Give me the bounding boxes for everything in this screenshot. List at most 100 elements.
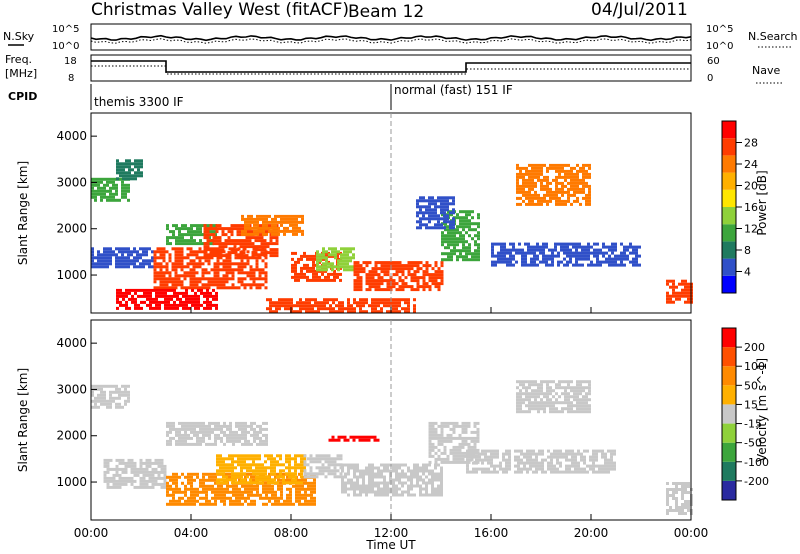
heatmap-cell: [395, 304, 398, 308]
heatmap-cell: [313, 487, 316, 491]
heatmap-cell: [586, 470, 589, 474]
heatmap-cell: [121, 247, 124, 251]
heatmap-cell: [416, 469, 419, 473]
heatmap-cell: [274, 229, 277, 233]
heatmap-cell: [318, 278, 321, 282]
heatmap-cell: [310, 493, 313, 497]
heatmap-cell: [215, 306, 218, 310]
heatmap-cell: [324, 475, 328, 479]
heatmap-cell: [466, 467, 469, 471]
heatmap-cell: [312, 460, 316, 464]
heatmap-cell: [573, 172, 576, 176]
heatmap-cell: [346, 256, 349, 260]
heatmap-cell: [449, 202, 452, 206]
heatmap-cell: [216, 481, 219, 485]
heatmap-cell: [250, 472, 253, 476]
heatmap-cell: [434, 199, 437, 203]
heatmap-cell: [193, 424, 196, 428]
heatmap-cell: [133, 461, 137, 465]
heatmap-cell: [461, 460, 465, 464]
heatmap-cell: [109, 250, 112, 254]
heatmap-cell: [109, 247, 112, 251]
heatmap-cell: [456, 240, 459, 244]
heatmap-cell: [431, 490, 434, 494]
heatmap-cell: [265, 481, 268, 485]
heatmap-cell: [171, 286, 175, 290]
heatmap-cell: [109, 396, 112, 400]
heatmap-cell: [453, 252, 456, 256]
heatmap-cell: [174, 265, 178, 269]
heatmap-cell: [262, 439, 265, 443]
y-tick-label: 1000: [56, 475, 87, 489]
heatmap-cell: [377, 484, 380, 488]
heatmap-cell: [536, 245, 539, 249]
heatmap-cell: [484, 467, 487, 471]
heatmap-cell: [567, 380, 570, 384]
heatmap-cell: [268, 226, 271, 230]
heatmap-cell: [140, 165, 143, 169]
heatmap-cell: [166, 430, 169, 434]
heatmap-cell: [180, 247, 184, 251]
heatmap-cell: [243, 454, 246, 458]
heatmap-cell: [444, 252, 447, 256]
heatmap-cell: [330, 472, 334, 476]
heatmap-cell: [362, 487, 365, 491]
heatmap-cell: [250, 433, 253, 437]
heatmap-cell: [577, 461, 580, 465]
heatmap-cell: [598, 470, 601, 474]
heatmap-cell: [322, 265, 325, 269]
heatmap-cell: [566, 248, 569, 252]
heatmap-cell: [546, 395, 549, 399]
heatmap-cell: [121, 262, 124, 266]
heatmap-cell: [675, 500, 678, 503]
heatmap-cell: [575, 245, 578, 249]
heatmap-cell: [127, 384, 130, 388]
heatmap-cell: [288, 457, 291, 461]
heatmap-cell: [505, 458, 508, 462]
heatmap-cell: [304, 478, 307, 482]
heatmap-cell: [341, 307, 344, 311]
heatmap-cell: [198, 250, 202, 254]
heatmap-cell: [322, 247, 325, 251]
power-y-axis-title: Slant Range [km]: [16, 161, 30, 265]
heatmap-cell: [585, 196, 588, 200]
heatmap-cell: [219, 460, 222, 464]
heatmap-cell: [584, 254, 587, 258]
heatmap-cell: [216, 472, 219, 476]
heatmap-cell: [462, 228, 465, 232]
heatmap-cell: [97, 387, 100, 391]
heatmap-cell: [520, 452, 523, 456]
heatmap-cell: [301, 229, 304, 233]
heatmap-cell: [218, 245, 222, 249]
heatmap-cell: [440, 433, 444, 437]
heatmap-cell: [605, 251, 608, 255]
heatmap-cell: [552, 404, 555, 408]
heatmap-cell: [557, 263, 560, 267]
heatmap-cell: [148, 476, 152, 480]
heatmap-cell: [109, 393, 112, 397]
heatmap-cell: [570, 401, 573, 405]
heatmap-cell: [611, 257, 614, 261]
heatmap-cell: [247, 439, 250, 443]
heatmap-cell: [158, 294, 161, 298]
heatmap-cell: [449, 211, 452, 215]
heatmap-cell: [133, 250, 136, 254]
heatmap-cell: [118, 177, 121, 181]
heatmap-cell: [481, 470, 484, 474]
heatmap-cell: [122, 294, 125, 298]
heatmap-cell: [462, 216, 465, 220]
heatmap-cell: [509, 251, 512, 255]
heatmap-cell: [172, 436, 175, 440]
heatmap-cell: [214, 472, 217, 476]
heatmap-cell: [687, 300, 690, 304]
heatmap-cell: [447, 246, 450, 250]
heatmap-cell: [532, 464, 535, 468]
heatmap-cell: [153, 265, 157, 269]
heatmap-cell: [602, 254, 605, 258]
heatmap-cell: [428, 469, 431, 473]
heatmap-cell: [519, 184, 522, 188]
heatmap-cell: [324, 454, 328, 458]
heatmap-cell: [553, 455, 556, 459]
heatmap-cell: [672, 494, 675, 497]
heatmap-cell: [468, 225, 471, 229]
